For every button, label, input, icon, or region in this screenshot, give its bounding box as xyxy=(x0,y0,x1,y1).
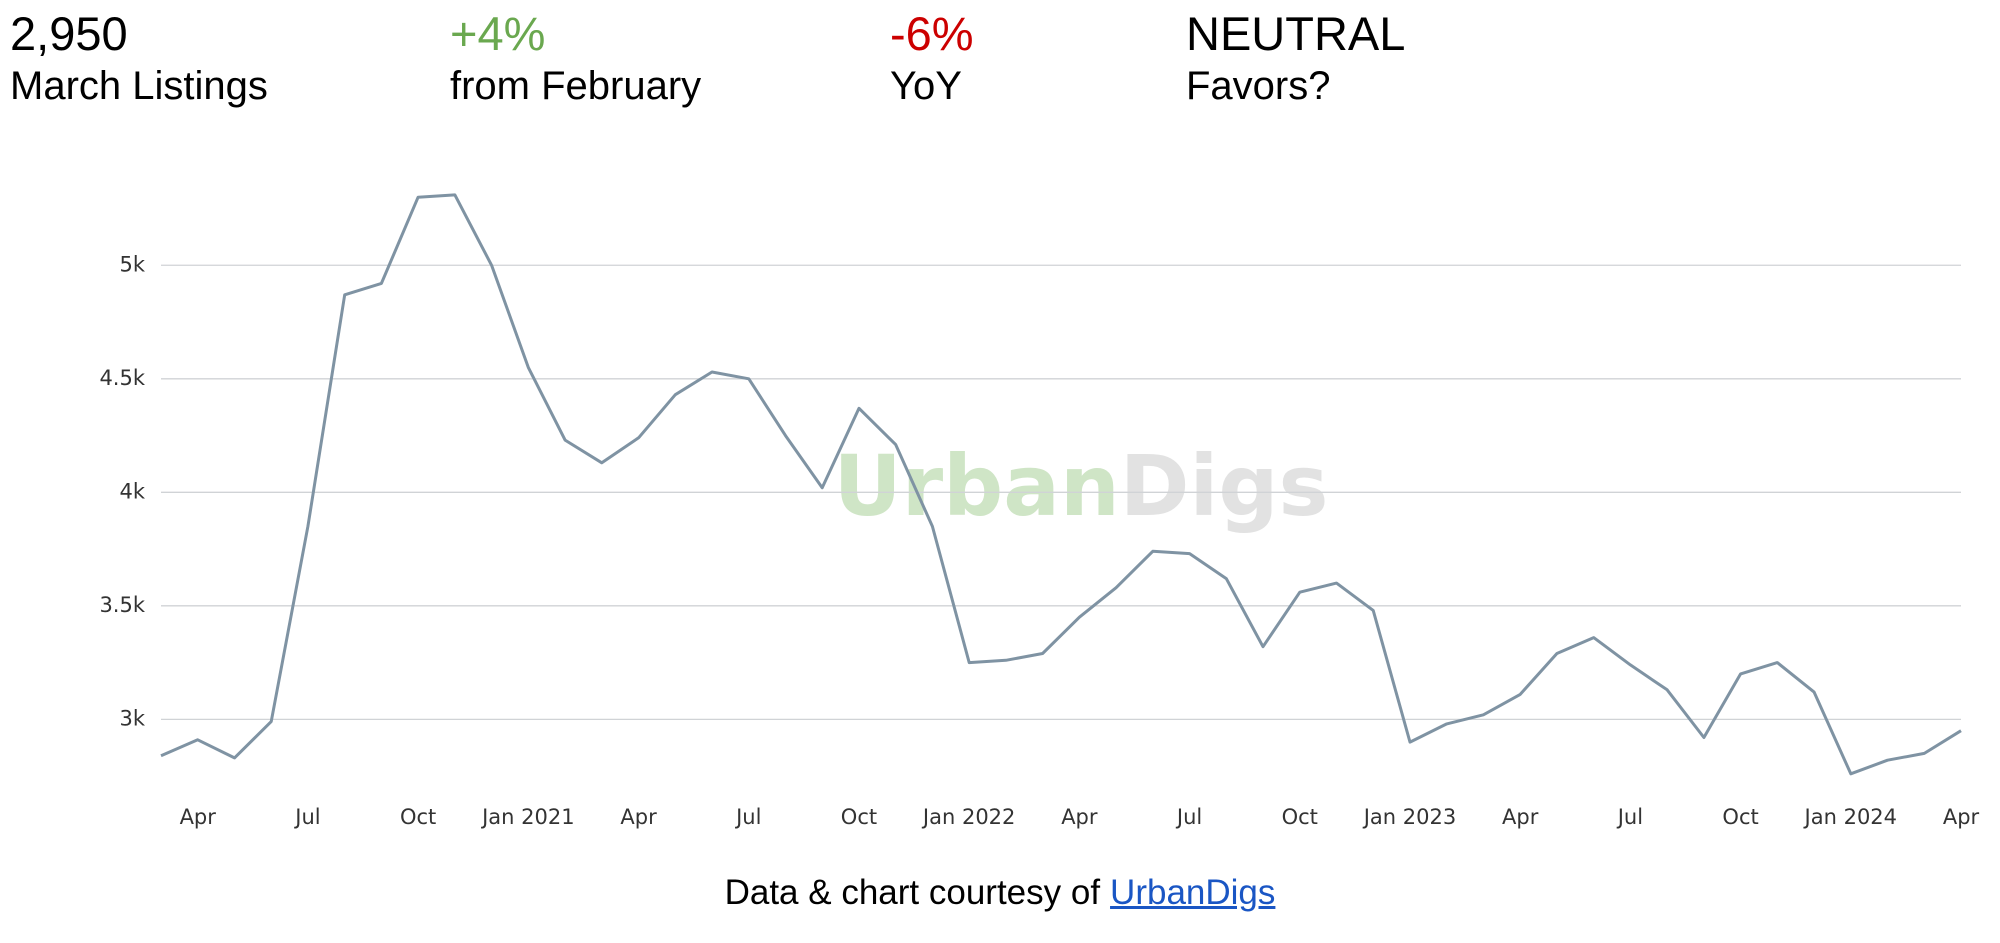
stat: -6% YoY xyxy=(890,6,974,110)
x-tick-label: Jan 2024 xyxy=(1803,805,1898,829)
stat-value: +4% xyxy=(450,7,546,60)
stat-label: March Listings xyxy=(10,64,268,108)
x-tick-label: Apr xyxy=(1943,805,1980,829)
footer: Data & chart courtesy of UrbanDigs xyxy=(0,870,2000,916)
x-tick-label: Oct xyxy=(1722,805,1758,829)
x-tick-label: Jul xyxy=(1616,805,1643,829)
stat-label: Favors? xyxy=(1186,64,1331,108)
stat: 2,950 March Listings xyxy=(10,6,268,110)
x-tick-label: Oct xyxy=(400,805,436,829)
stat-value: -6% xyxy=(890,7,974,60)
stat-value: NEUTRAL xyxy=(1186,7,1406,60)
header: 2,950 March Listings +4% from February -6% Yo… xyxy=(0,0,2000,120)
stat-value: 2,950 xyxy=(10,7,128,60)
chart: UrbanDigs 3k 3.5k 4k 4.5k 5k Apr Jul Oct Jan 2021… xyxy=(99,193,1980,829)
stat: NEUTRAL Favors? xyxy=(1186,6,1405,110)
watermark-part: Digs xyxy=(1120,437,1329,535)
y-tick-label: 4.5k xyxy=(99,366,145,390)
x-tick-label: Apr xyxy=(1502,805,1539,829)
y-tick-label: 3.5k xyxy=(99,593,145,617)
x-tick-label: Oct xyxy=(1282,805,1318,829)
x-tick-label: Jan 2023 xyxy=(1362,805,1457,829)
footer-text: Data & chart courtesy of xyxy=(724,873,1101,912)
x-tick-label: Apr xyxy=(180,805,217,829)
x-tick-label: Jul xyxy=(734,805,761,829)
footer-link[interactable]: UrbanDigs xyxy=(1110,873,1276,912)
y-tick-label: 4k xyxy=(119,479,145,503)
stat-label: YoY xyxy=(890,64,962,108)
stat-label: from February xyxy=(450,64,702,108)
x-tick-label: Apr xyxy=(1061,805,1098,829)
x-tick-label: Jul xyxy=(1175,805,1202,829)
watermark-part: Urban xyxy=(834,437,1120,535)
watermark: UrbanDigs xyxy=(834,437,1329,535)
x-tick-label: Oct xyxy=(841,805,877,829)
line xyxy=(160,193,1962,776)
x-tick-label: Jan 2022 xyxy=(921,805,1016,829)
x-tick-label: Jul xyxy=(293,805,320,829)
stat: +4% from February xyxy=(450,6,701,110)
y-tick-label: 5k xyxy=(119,252,145,276)
x-tick-label: Jan 2021 xyxy=(480,805,575,829)
x-tick-label: Apr xyxy=(620,805,657,829)
y-tick-label: 3k xyxy=(119,706,145,730)
